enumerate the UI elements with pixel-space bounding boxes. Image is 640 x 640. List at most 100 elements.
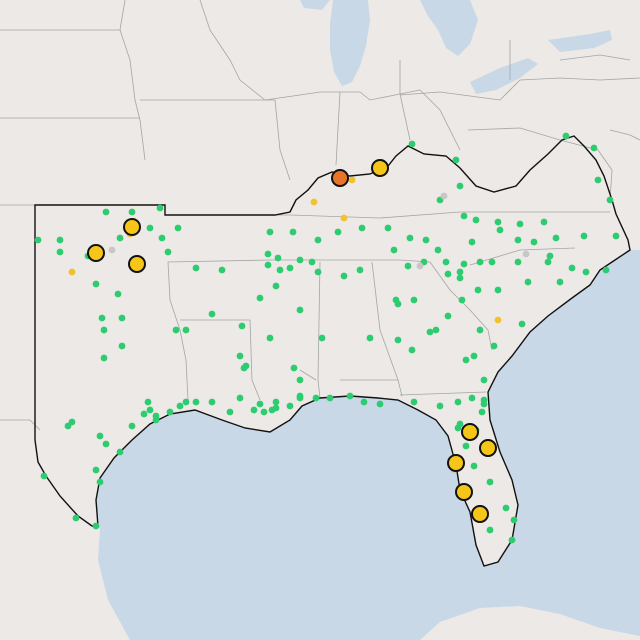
site-marker-green[interactable] — [326, 394, 334, 402]
site-marker-gold-large[interactable] — [123, 218, 141, 236]
site-marker-green[interactable] — [556, 278, 564, 286]
site-marker-green[interactable] — [516, 220, 524, 228]
site-marker-green[interactable] — [242, 362, 250, 370]
site-marker-green[interactable] — [456, 268, 464, 276]
site-marker-green[interactable] — [410, 398, 418, 406]
site-marker-green[interactable] — [274, 254, 282, 262]
site-marker-green[interactable] — [208, 398, 216, 406]
site-marker-green[interactable] — [436, 402, 444, 410]
site-marker-green[interactable] — [394, 336, 402, 344]
site-marker-green[interactable] — [314, 268, 322, 276]
site-marker-green[interactable] — [102, 208, 110, 216]
site-marker-green[interactable] — [470, 462, 478, 470]
site-marker-green[interactable] — [312, 394, 320, 402]
site-marker-green[interactable] — [272, 398, 280, 406]
site-marker-green[interactable] — [102, 440, 110, 448]
site-marker-green[interactable] — [524, 278, 532, 286]
site-marker-green[interactable] — [334, 228, 342, 236]
site-marker-green[interactable] — [276, 266, 284, 274]
site-marker-green[interactable] — [174, 224, 182, 232]
site-marker-green[interactable] — [432, 326, 440, 334]
site-marker-green[interactable] — [250, 406, 258, 414]
site-marker-green[interactable] — [442, 258, 450, 266]
site-marker-gold-small[interactable] — [68, 268, 76, 276]
site-marker-green[interactable] — [452, 156, 460, 164]
site-marker-green[interactable] — [468, 394, 476, 402]
site-marker-green[interactable] — [346, 392, 354, 400]
site-marker-green[interactable] — [468, 238, 476, 246]
site-marker-green[interactable] — [444, 312, 452, 320]
site-marker-green[interactable] — [406, 234, 414, 242]
site-marker-green[interactable] — [182, 326, 190, 334]
site-marker-green[interactable] — [296, 376, 304, 384]
site-marker-green[interactable] — [408, 346, 416, 354]
site-marker-green[interactable] — [236, 394, 244, 402]
site-marker-green[interactable] — [410, 296, 418, 304]
site-marker-green[interactable] — [100, 326, 108, 334]
site-marker-green[interactable] — [116, 234, 124, 242]
site-marker-green[interactable] — [404, 262, 412, 270]
site-marker-green[interactable] — [488, 258, 496, 266]
site-marker-green[interactable] — [56, 248, 64, 256]
site-marker-green[interactable] — [92, 522, 100, 530]
site-marker-green[interactable] — [434, 246, 442, 254]
site-marker-green[interactable] — [96, 478, 104, 486]
site-marker-green[interactable] — [264, 250, 272, 258]
site-marker-green[interactable] — [568, 264, 576, 272]
site-marker-green[interactable] — [546, 252, 554, 260]
site-marker-gold-large[interactable] — [471, 505, 489, 523]
site-marker-gray[interactable] — [416, 262, 424, 270]
site-marker-green[interactable] — [394, 300, 402, 308]
site-marker-green[interactable] — [64, 422, 72, 430]
site-marker-green[interactable] — [34, 236, 42, 244]
site-marker-green[interactable] — [544, 258, 552, 266]
site-marker-gold-large[interactable] — [447, 454, 465, 472]
site-marker-green[interactable] — [146, 224, 154, 232]
site-marker-green[interactable] — [238, 322, 246, 330]
site-marker-green[interactable] — [172, 326, 180, 334]
site-marker-green[interactable] — [158, 234, 166, 242]
site-marker-gold-large[interactable] — [128, 255, 146, 273]
site-marker-green[interactable] — [366, 334, 374, 342]
site-marker-green[interactable] — [510, 516, 518, 524]
site-marker-green[interactable] — [360, 398, 368, 406]
site-marker-gold-small[interactable] — [348, 176, 356, 184]
site-marker-green[interactable] — [606, 196, 614, 204]
site-marker-green[interactable] — [472, 216, 480, 224]
site-marker-green[interactable] — [296, 392, 304, 400]
site-marker-green[interactable] — [182, 398, 190, 406]
site-marker-green[interactable] — [260, 408, 268, 416]
site-marker-gold-large[interactable] — [455, 483, 473, 501]
site-marker-green[interactable] — [92, 466, 100, 474]
site-marker-green[interactable] — [236, 352, 244, 360]
site-marker-green[interactable] — [256, 400, 264, 408]
site-marker-green[interactable] — [476, 258, 484, 266]
site-marker-green[interactable] — [494, 218, 502, 226]
site-marker-green[interactable] — [100, 354, 108, 362]
site-marker-green[interactable] — [340, 272, 348, 280]
site-marker-green[interactable] — [454, 424, 462, 432]
site-marker-green[interactable] — [376, 400, 384, 408]
site-marker-green[interactable] — [480, 376, 488, 384]
site-marker-green[interactable] — [164, 248, 172, 256]
site-marker-green[interactable] — [390, 246, 398, 254]
site-marker-green[interactable] — [96, 432, 104, 440]
site-marker-green[interactable] — [356, 266, 364, 274]
site-marker-green[interactable] — [540, 218, 548, 226]
site-marker-green[interactable] — [272, 282, 280, 290]
site-marker-green[interactable] — [456, 274, 464, 282]
site-marker-green[interactable] — [116, 448, 124, 456]
site-marker-green[interactable] — [514, 236, 522, 244]
site-marker-green[interactable] — [508, 536, 516, 544]
site-marker-green[interactable] — [296, 306, 304, 314]
site-marker-gold-large[interactable] — [479, 439, 497, 457]
site-marker-green[interactable] — [474, 286, 482, 294]
site-marker-green[interactable] — [462, 442, 470, 450]
site-marker-green[interactable] — [264, 261, 272, 269]
site-marker-green[interactable] — [156, 204, 164, 212]
site-marker-green[interactable] — [582, 268, 590, 276]
site-marker-green[interactable] — [226, 408, 234, 416]
site-marker-green[interactable] — [530, 238, 538, 246]
